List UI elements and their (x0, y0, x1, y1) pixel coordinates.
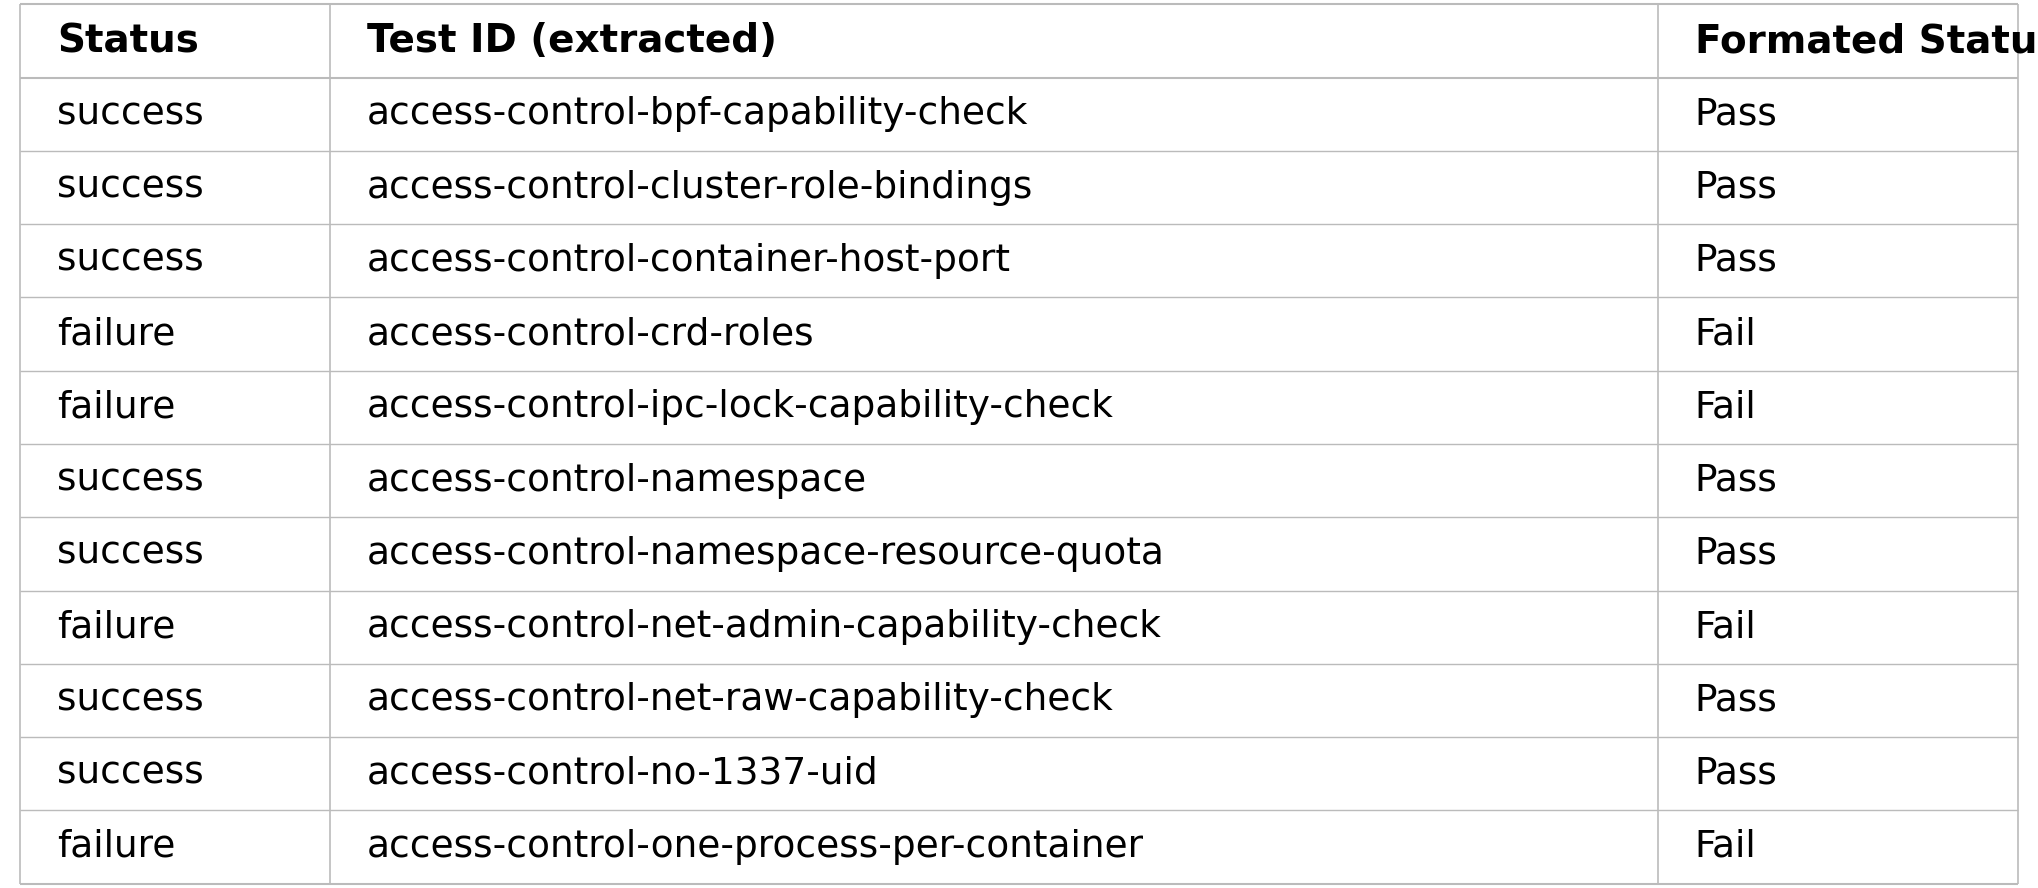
Text: Pass: Pass (1696, 170, 1777, 206)
Bar (20, 517, 330, 591)
Text: Status: Status (57, 22, 200, 60)
Bar (1659, 664, 2018, 737)
Bar (20, 78, 330, 151)
Bar (1659, 225, 2018, 297)
Text: access-control-net-raw-capability-check: access-control-net-raw-capability-check (367, 682, 1113, 718)
Bar (1659, 517, 2018, 591)
Text: Pass: Pass (1696, 96, 1777, 132)
Text: Pass: Pass (1696, 535, 1777, 572)
Bar (330, 371, 1659, 444)
Text: access-control-container-host-port: access-control-container-host-port (367, 242, 1011, 279)
Text: access-control-cluster-role-bindings: access-control-cluster-role-bindings (367, 170, 1033, 206)
Bar (1659, 371, 2018, 444)
Text: failure: failure (57, 829, 175, 865)
Text: Formated Status: Formated Status (1696, 22, 2038, 60)
Bar (330, 737, 1659, 811)
Text: Fail: Fail (1696, 389, 1757, 425)
Text: success: success (57, 96, 204, 132)
Bar (330, 517, 1659, 591)
Bar (1659, 810, 2018, 884)
Bar (1659, 78, 2018, 151)
Bar (20, 591, 330, 664)
Text: success: success (57, 682, 204, 718)
Bar (20, 297, 330, 371)
Bar (1659, 737, 2018, 811)
Text: success: success (57, 170, 204, 206)
Bar (330, 444, 1659, 517)
Text: failure: failure (57, 609, 175, 646)
Bar (20, 737, 330, 811)
Bar (1659, 444, 2018, 517)
Bar (1659, 151, 2018, 225)
Text: access-control-ipc-lock-capability-check: access-control-ipc-lock-capability-check (367, 389, 1113, 425)
Bar (330, 591, 1659, 664)
Bar (20, 151, 330, 225)
Bar (330, 225, 1659, 297)
Text: success: success (57, 463, 204, 499)
Bar (330, 664, 1659, 737)
Text: access-control-crd-roles: access-control-crd-roles (367, 316, 815, 353)
Text: Fail: Fail (1696, 829, 1757, 865)
Bar (20, 4, 330, 78)
Bar (20, 810, 330, 884)
Bar (1659, 591, 2018, 664)
Text: Pass: Pass (1696, 242, 1777, 279)
Text: success: success (57, 756, 204, 792)
Bar (20, 371, 330, 444)
Bar (330, 151, 1659, 225)
Bar (1659, 297, 2018, 371)
Text: failure: failure (57, 389, 175, 425)
Text: Pass: Pass (1696, 682, 1777, 718)
Text: access-control-bpf-capability-check: access-control-bpf-capability-check (367, 96, 1027, 132)
Text: Test ID (extracted): Test ID (extracted) (367, 22, 776, 60)
Text: Pass: Pass (1696, 463, 1777, 499)
Text: access-control-net-admin-capability-check: access-control-net-admin-capability-chec… (367, 609, 1162, 646)
Text: access-control-namespace-resource-quota: access-control-namespace-resource-quota (367, 535, 1164, 572)
Bar (330, 297, 1659, 371)
Text: access-control-namespace: access-control-namespace (367, 463, 866, 499)
Text: success: success (57, 242, 204, 279)
Bar (330, 78, 1659, 151)
Text: access-control-one-process-per-container: access-control-one-process-per-container (367, 829, 1143, 865)
Text: access-control-no-1337-uid: access-control-no-1337-uid (367, 756, 878, 792)
Text: Pass: Pass (1696, 756, 1777, 792)
Bar (20, 444, 330, 517)
Bar (330, 4, 1659, 78)
Text: Fail: Fail (1696, 316, 1757, 353)
Bar (1659, 4, 2018, 78)
Bar (330, 810, 1659, 884)
Text: Fail: Fail (1696, 609, 1757, 646)
Bar (20, 664, 330, 737)
Bar (20, 225, 330, 297)
Text: failure: failure (57, 316, 175, 353)
Text: success: success (57, 535, 204, 572)
